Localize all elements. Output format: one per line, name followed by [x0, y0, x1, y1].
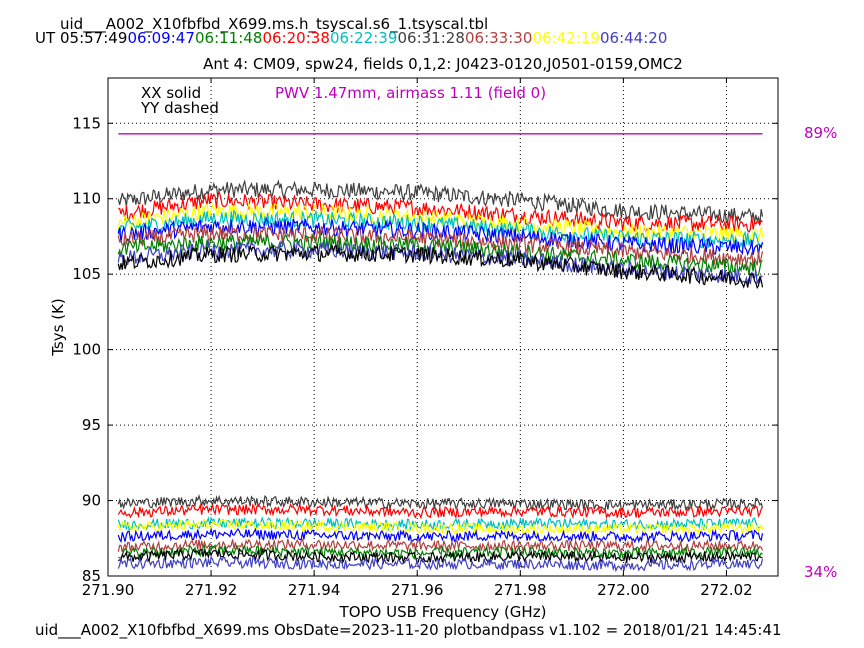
lower-series-4: [117, 527, 764, 545]
filename-title: uid___A002_X10fbfbd_X699.ms.h_tsyscal.s6…: [60, 15, 488, 34]
plot-area: [108, 78, 778, 576]
lower-series-1: [117, 502, 764, 520]
x-tick-label: 271.96: [391, 581, 444, 599]
ut-time-8: 06:44:20: [600, 29, 667, 47]
x-tick-label: 271.94: [288, 581, 341, 599]
x-axis-label: TOPO USB Frequency (GHz): [339, 603, 547, 621]
ut-time-1: 06:09:47: [128, 29, 195, 47]
atm-high-label: 89%: [804, 124, 837, 142]
ut-time-6: 06:33:30: [465, 29, 532, 47]
upper-series-5: [117, 225, 764, 267]
y-tick-label: 115: [72, 114, 101, 132]
ut-times: 05:57:49 06:09:47 06:11:48 06:20:38 06:22:39…: [60, 29, 667, 47]
upper-series-3: [117, 209, 764, 249]
ut-time-4: 06:22:39: [330, 29, 397, 47]
x-tick-label: 272.00: [597, 581, 650, 599]
ut-time-2: 06:11:48: [195, 29, 262, 47]
y-tick-label: 100: [72, 341, 101, 359]
lower-series-5: [117, 538, 764, 553]
lower-series-0: [117, 494, 764, 512]
x-tick-label: 271.90: [82, 581, 135, 599]
legend-xx: XX solid: [141, 84, 201, 102]
y-tick-label: 95: [82, 416, 101, 434]
lower-series-8: [117, 555, 764, 573]
upper-series-1: [118, 191, 763, 233]
y-tick-label: 105: [72, 265, 101, 283]
upper-series-0: [117, 179, 764, 226]
ut-time-7: 06:42:19: [533, 29, 600, 47]
grid: [108, 78, 778, 576]
chart-title: Ant 4: CM09, spw24, fields 0,1,2: J0423-…: [203, 55, 683, 73]
x-tick-label: 272.02: [700, 581, 753, 599]
ut-label: UT: [35, 29, 56, 47]
x-tick-label: 271.98: [494, 581, 547, 599]
series-group: [117, 179, 764, 573]
upper-series-8: [117, 244, 764, 290]
y-tick-label: 85: [82, 567, 101, 585]
footer-text: uid___A002_X10fbfbd_X699.ms ObsDate=2023…: [35, 621, 782, 640]
axis-ticks: 271.90 271.92 271.94 271.96 271.98 272.00 272.…: [72, 78, 778, 599]
lower-series-3: [117, 518, 764, 537]
y-tick-label: 90: [82, 492, 101, 510]
legend-yy: YY dashed: [140, 99, 219, 117]
ut-time-0: 05:57:49: [60, 29, 127, 47]
pwv-annotation: PWV 1.47mm, airmass 1.11 (field 0): [275, 84, 546, 102]
ut-time-5: 06:31:28: [398, 29, 465, 47]
ut-time-3: 06:20:38: [263, 29, 330, 47]
y-tick-label: 110: [72, 190, 101, 208]
x-tick-label: 271.92: [185, 581, 238, 599]
plot-frame: [107, 77, 779, 577]
y-axis-label: Tsys (K): [49, 298, 67, 357]
atm-low-label: 34%: [804, 563, 837, 581]
